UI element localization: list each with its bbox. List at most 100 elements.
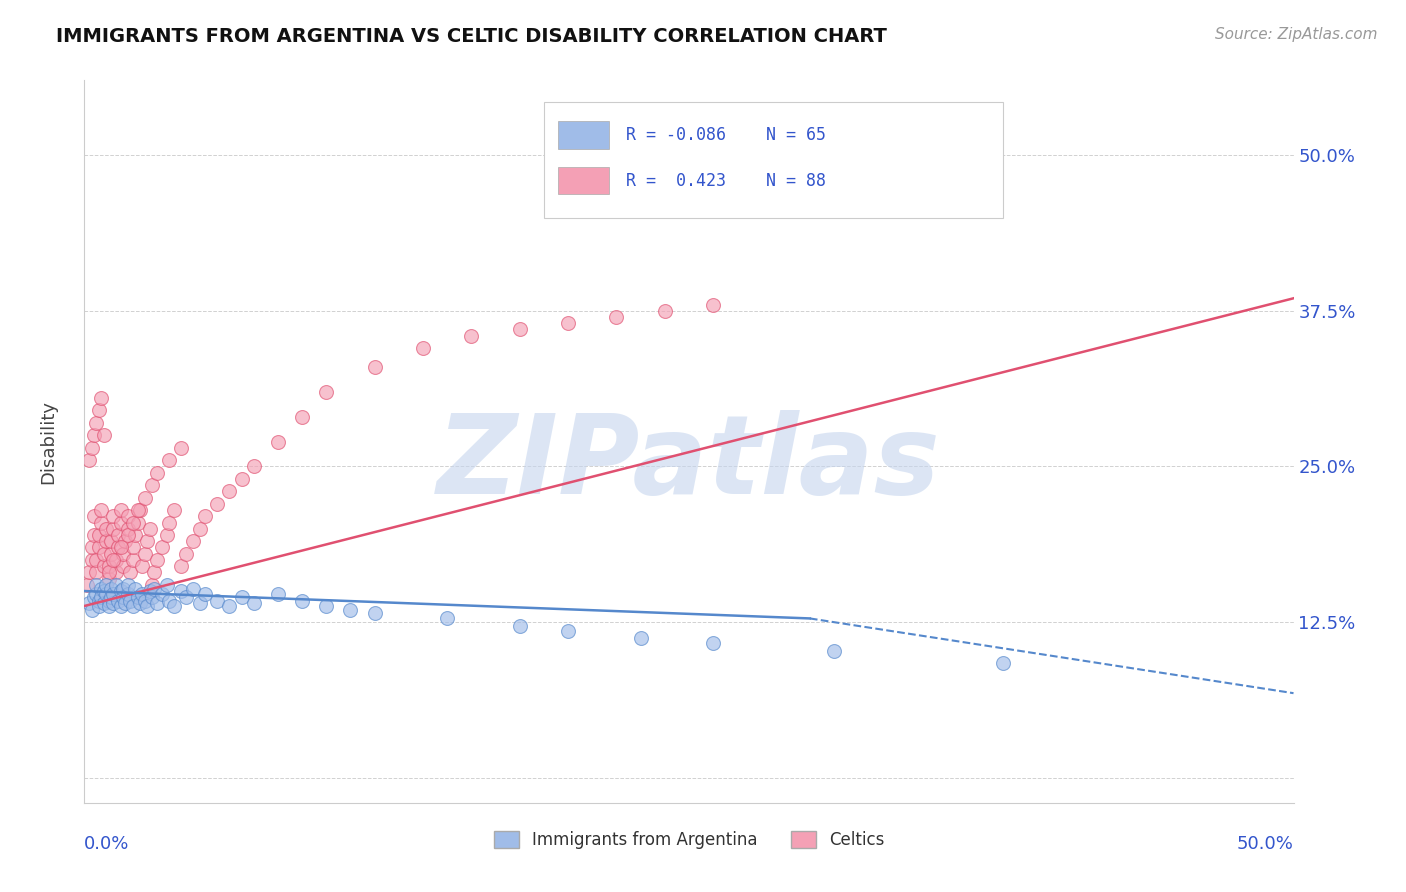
Point [190, 597, 212, 611]
Legend: Immigrants from Argentina, Celtics: Immigrants from Argentina, Celtics [486, 824, 891, 856]
Point [107, 594, 129, 608]
Text: ZIPatlas: ZIPatlas [437, 409, 941, 516]
Point [702, 636, 724, 650]
Point [83, 591, 105, 605]
Point [76, 578, 98, 592]
Point [80, 541, 103, 555]
Point [124, 528, 146, 542]
Point [157, 594, 180, 608]
Point [104, 553, 127, 567]
Point [117, 586, 139, 600]
Point [702, 297, 724, 311]
Point [231, 472, 253, 486]
Point [87, 528, 110, 542]
Point [110, 516, 132, 530]
Point [100, 547, 122, 561]
Point [90, 503, 112, 517]
Point [112, 559, 135, 574]
Point [207, 497, 229, 511]
Point [267, 434, 290, 449]
Point [93, 428, 115, 442]
Point [170, 441, 193, 455]
Point [107, 541, 129, 555]
Point [121, 516, 143, 530]
Point [100, 534, 122, 549]
Text: R = -0.086    N = 65: R = -0.086 N = 65 [626, 126, 827, 145]
Point [181, 534, 204, 549]
Point [146, 466, 169, 480]
Point [412, 341, 434, 355]
Point [94, 586, 117, 600]
Point [97, 599, 120, 613]
Point [94, 534, 117, 549]
Point [557, 316, 579, 330]
Point [110, 503, 132, 517]
Point [509, 322, 531, 336]
Point [87, 599, 110, 613]
Point [103, 509, 125, 524]
Point [121, 599, 143, 613]
Point [103, 522, 125, 536]
Point [90, 391, 112, 405]
Point [94, 578, 117, 592]
Point [77, 597, 100, 611]
Point [460, 328, 482, 343]
Point [242, 597, 264, 611]
Point [267, 586, 290, 600]
Point [77, 453, 100, 467]
Point [155, 578, 177, 592]
Point [291, 594, 314, 608]
Point [141, 478, 163, 492]
Point [143, 566, 166, 580]
Point [315, 384, 337, 399]
Point [93, 584, 115, 599]
Point [90, 591, 112, 605]
Point [174, 591, 197, 605]
Point [112, 582, 135, 596]
Point [509, 619, 531, 633]
Point [86, 416, 108, 430]
Point [170, 584, 193, 599]
Point [363, 607, 385, 621]
Point [117, 509, 139, 524]
Point [605, 310, 627, 324]
Point [190, 522, 212, 536]
Point [86, 553, 108, 567]
Point [231, 591, 253, 605]
Point [218, 599, 240, 613]
Point [77, 566, 100, 580]
Point [127, 591, 149, 605]
Point [157, 453, 180, 467]
Point [103, 586, 125, 600]
Point [86, 578, 108, 592]
Point [87, 403, 110, 417]
Point [141, 591, 163, 605]
Point [557, 624, 579, 638]
Point [124, 582, 146, 596]
Point [163, 599, 186, 613]
Point [110, 541, 132, 555]
Point [114, 597, 136, 611]
Point [93, 597, 115, 611]
Point [112, 591, 135, 605]
Point [110, 599, 132, 613]
Point [129, 503, 152, 517]
Point [134, 594, 156, 608]
Point [87, 541, 110, 555]
Point [97, 594, 120, 608]
Point [97, 566, 120, 580]
Point [150, 541, 173, 555]
FancyBboxPatch shape [558, 121, 609, 149]
Point [120, 594, 142, 608]
Point [114, 534, 136, 549]
Point [155, 528, 177, 542]
Point [120, 566, 142, 580]
Point [117, 578, 139, 592]
Point [117, 528, 139, 542]
Point [823, 644, 845, 658]
Point [86, 566, 108, 580]
Point [104, 566, 127, 580]
Point [146, 597, 169, 611]
Point [100, 591, 122, 605]
Point [127, 503, 149, 517]
